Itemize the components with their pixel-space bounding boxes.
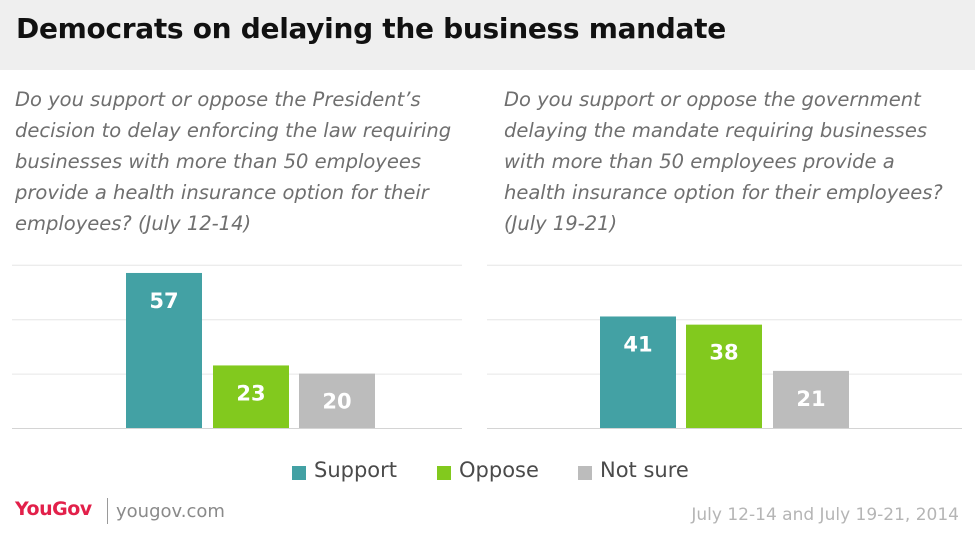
legend-label-not-sure: Not sure (600, 458, 689, 482)
question-left: Do you support or oppose the President’s… (15, 88, 452, 235)
bar-oppose (213, 365, 289, 428)
title-bar: Democrats on delaying the business manda… (0, 0, 975, 70)
question-right: Do you support or oppose the government … (504, 88, 943, 235)
data-label-oppose: 38 (709, 341, 738, 365)
chart-title: Democrats on delaying the business manda… (16, 12, 726, 45)
legend-label-support: Support (314, 458, 398, 482)
footer-dates: July 12-14 and July 19-21, 2014 (691, 505, 959, 525)
footer-divider (107, 498, 108, 524)
bar-support (126, 272, 202, 428)
legend-label-oppose: Oppose (459, 458, 539, 482)
legend: Support Oppose Not sure (0, 458, 975, 488)
bar-not-sure (773, 370, 849, 428)
data-label-support: 41 (623, 332, 652, 356)
data-label-support: 57 (149, 289, 178, 313)
bar-oppose (686, 324, 762, 428)
legend-swatch-oppose (437, 466, 451, 480)
bar-support (600, 316, 676, 428)
data-label-not-sure: 20 (322, 390, 351, 414)
legend-swatch-support (292, 466, 306, 480)
bar-not-sure (299, 373, 375, 428)
data-label-oppose: 23 (236, 381, 265, 405)
footer-site-link[interactable]: yougov.com (116, 501, 225, 522)
bar-chart: 57 23 20 41 38 21 (12, 264, 962, 429)
yougov-logo: YouGov (15, 498, 92, 520)
data-label-not-sure: 21 (796, 387, 825, 411)
legend-swatch-not-sure (578, 466, 592, 480)
